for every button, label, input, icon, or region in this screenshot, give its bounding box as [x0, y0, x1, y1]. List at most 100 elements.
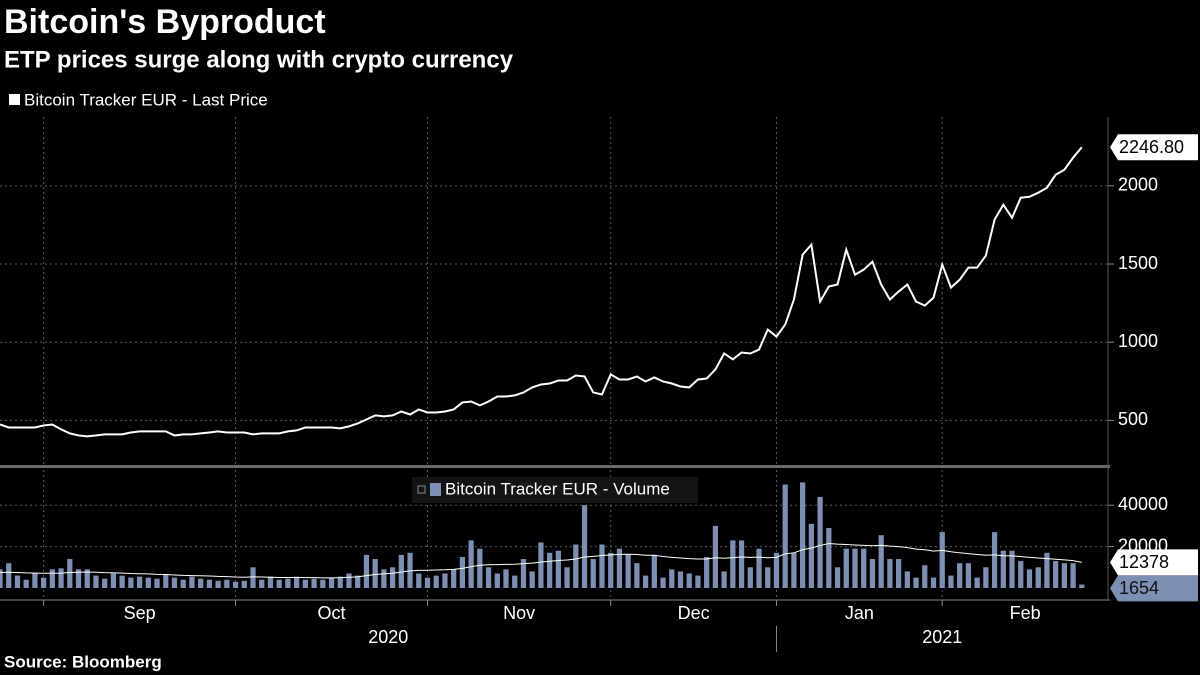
volume-bar [468, 540, 474, 588]
volume-bar [215, 580, 221, 588]
volume-bar [311, 578, 317, 588]
volume-bar [1079, 584, 1085, 588]
volume-bar [302, 579, 308, 588]
volume-bar [852, 548, 858, 588]
volume-bar [267, 576, 274, 588]
y-tick-label: 1000 [1118, 331, 1158, 351]
volume-bar [1009, 550, 1015, 588]
volume-bar [547, 552, 553, 588]
y-tick-label: 500 [1118, 409, 1148, 429]
volume-bar [477, 548, 483, 588]
y-tick-label: 2000 [1118, 175, 1158, 195]
volume-bar [948, 575, 954, 588]
x-year-label: 2020 [368, 627, 408, 647]
volume-bar [84, 569, 90, 588]
volume-bar [503, 569, 509, 588]
volume-bar [163, 574, 169, 588]
volume-bar [529, 571, 535, 588]
volume-bar [494, 573, 500, 588]
x-tick-label: Feb [1010, 603, 1041, 623]
x-tick-label: Nov [503, 603, 535, 623]
volume-bar [957, 563, 963, 588]
legend-label: Bitcoin Tracker EUR - Volume [445, 479, 670, 498]
last-price-label-box [1110, 134, 1198, 161]
volume-bar [704, 556, 710, 588]
volume-bar [538, 542, 544, 588]
volume-bar [983, 567, 989, 588]
volume-bar [878, 535, 884, 588]
x-tick-label: Oct [318, 603, 346, 623]
volume-bar [817, 496, 823, 588]
volume-bar [49, 569, 55, 588]
x-year-label: 2021 [922, 627, 962, 647]
volume-bar [102, 578, 108, 588]
volume-bar [485, 567, 492, 588]
volume-bar [346, 573, 352, 588]
volume-bar [843, 548, 849, 588]
volume-bar [424, 577, 431, 588]
volume-bar [459, 556, 466, 588]
volume-bar [669, 569, 675, 588]
volume-bar [765, 567, 771, 588]
volume-bar [381, 569, 387, 588]
volume-bar [14, 575, 21, 588]
volume-bar [581, 505, 588, 588]
volume-bar [800, 482, 806, 588]
volume-bar [869, 559, 876, 588]
volume-end-label-box [1110, 549, 1198, 576]
volume-bar [904, 571, 910, 588]
panel-separator [0, 465, 1110, 468]
last-price-label: 2246.80 [1119, 137, 1184, 157]
volume-bar [677, 571, 684, 588]
volume-bar [119, 575, 125, 588]
volume-bar [1026, 569, 1033, 588]
volume-bar [599, 544, 605, 588]
volume-bar [241, 580, 247, 588]
volume-bar [1070, 563, 1076, 588]
volume-bar [782, 484, 788, 588]
volume-bar [328, 577, 335, 588]
volume-bar [887, 559, 893, 588]
y-tick-label: 1500 [1118, 253, 1158, 273]
x-tick-label: Dec [678, 603, 710, 623]
volume-bar [171, 577, 178, 588]
volume-bar [861, 548, 867, 588]
x-tick-label: Sep [124, 603, 156, 623]
volume-bar [520, 559, 527, 588]
volume-bar [651, 554, 657, 588]
legend-box [412, 477, 698, 503]
volume-bar [791, 552, 797, 588]
volume-bar [433, 575, 439, 588]
x-tick-label: Jan [845, 603, 874, 623]
volume-bar [1000, 550, 1006, 588]
volume-end-label-box [1110, 575, 1198, 602]
volume-bar [608, 552, 614, 588]
volume-bar [721, 571, 727, 588]
chart-subtitle: ETP prices surge along with crypto curre… [4, 46, 514, 73]
volume-bar [555, 550, 561, 588]
volume-bar [773, 552, 780, 588]
volume-bar [738, 540, 745, 588]
volume-bar [75, 569, 82, 588]
volume-bar [712, 525, 719, 588]
volume-bar [355, 575, 361, 588]
volume-bar [206, 579, 213, 588]
volume-bar [634, 563, 640, 588]
volume-bar [180, 579, 186, 588]
volume-bar [642, 575, 649, 588]
legend-icon [417, 485, 426, 494]
source: Source: Bloomberg [4, 652, 162, 671]
volume-bar [276, 579, 282, 588]
volume-bar [363, 554, 370, 588]
volume-average-line [0, 542, 1082, 579]
volume-bar [398, 554, 404, 588]
volume-bar [939, 532, 945, 588]
volume-bar [1044, 552, 1050, 588]
volume-bar [198, 578, 204, 588]
volume-bar [416, 573, 422, 588]
volume-bar [930, 577, 937, 588]
volume-bar [1061, 563, 1067, 588]
volume-bar [913, 577, 919, 588]
volume-bar [730, 540, 736, 588]
